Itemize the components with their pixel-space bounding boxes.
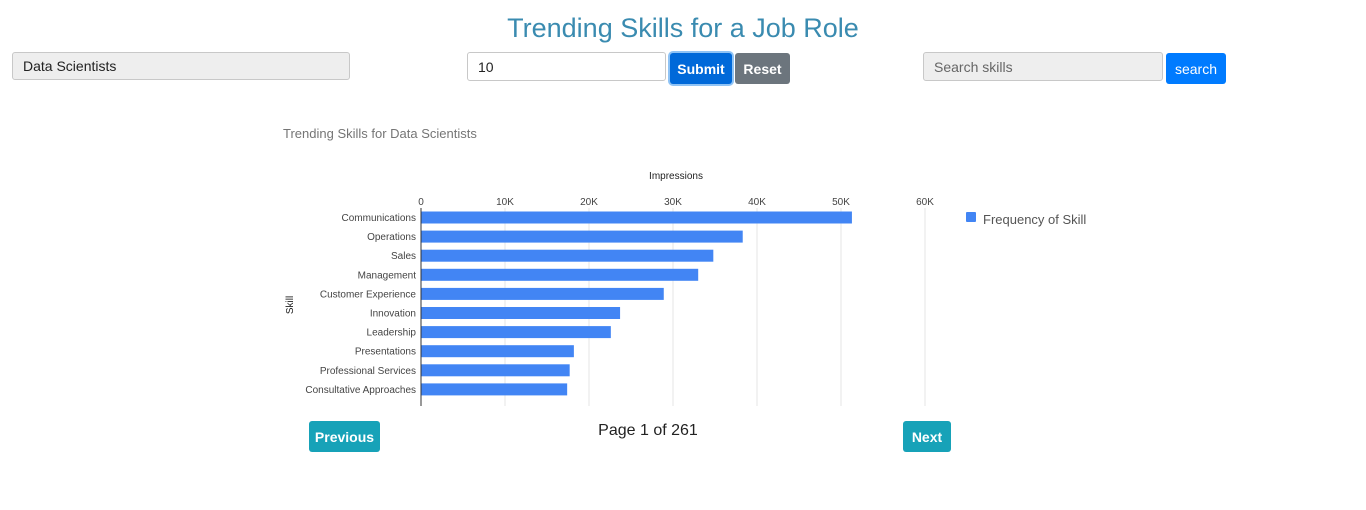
reset-button[interactable]: Reset [735, 53, 790, 84]
job-role-input[interactable] [12, 52, 350, 80]
bar [421, 211, 852, 224]
page-indicator: Page 1 of 261 [598, 422, 698, 439]
page-title: Trending Skills for a Job Role [507, 13, 859, 43]
legend: Frequency of Skill [966, 212, 1086, 227]
y-tick-label: Consultative Approaches [305, 385, 416, 396]
y-tick-label: Communications [342, 213, 416, 224]
bar [421, 249, 714, 262]
y-tick-label: Professional Services [320, 366, 416, 377]
search-skills-input[interactable] [923, 52, 1163, 81]
skills-bar-chart: Trending Skills for Data Scientists Impr… [283, 126, 1086, 406]
bar [421, 287, 664, 300]
x-tick-label: 40K [748, 197, 766, 208]
y-axis-labels: Communications Operations Sales Management C… [305, 213, 416, 396]
previous-page-button[interactable]: Previous [309, 421, 380, 452]
legend-label: Frequency of Skill [983, 212, 1086, 227]
bars [421, 211, 852, 396]
bar [421, 364, 570, 377]
submit-button[interactable]: Submit [670, 53, 732, 84]
y-tick-label: Leadership [367, 328, 417, 339]
bar [421, 230, 743, 243]
y-axis-title: Skill [285, 296, 296, 314]
bar [421, 345, 574, 358]
y-tick-label: Innovation [370, 309, 416, 320]
x-axis-title: Impressions [649, 171, 703, 182]
legend-swatch [966, 212, 976, 222]
bar [421, 383, 568, 396]
bar [421, 326, 611, 339]
x-tick-label: 0 [418, 197, 424, 208]
y-tick-label: Operations [367, 232, 416, 243]
x-tick-label: 10K [496, 197, 514, 208]
y-tick-label: Sales [391, 251, 416, 262]
y-tick-label: Management [358, 270, 417, 281]
y-tick-label: Presentations [355, 347, 416, 358]
search-button[interactable]: search [1166, 53, 1226, 84]
x-axis-ticks: 0 10K 20K 30K 40K 50K 60K [418, 197, 934, 208]
bar [421, 307, 621, 319]
next-page-button[interactable]: Next [903, 421, 951, 452]
skill-count-input[interactable] [467, 52, 666, 81]
x-tick-label: 20K [580, 197, 598, 208]
x-tick-label: 30K [664, 197, 682, 208]
bar [421, 268, 699, 281]
y-tick-label: Customer Experience [320, 289, 417, 300]
chart-title: Trending Skills for Data Scientists [283, 126, 477, 141]
x-tick-label: 50K [832, 197, 850, 208]
x-tick-label: 60K [916, 197, 934, 208]
